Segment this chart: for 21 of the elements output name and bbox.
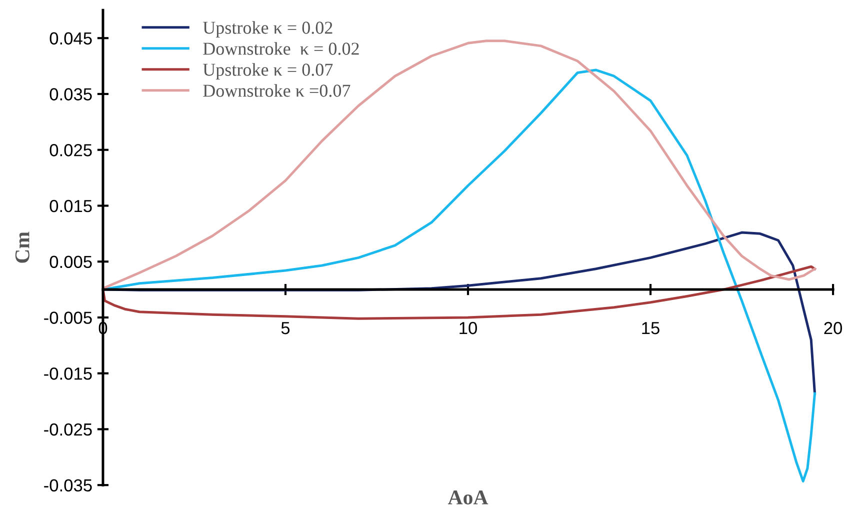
y-tick-label: -0.025: [44, 423, 92, 436]
y-tick-label: -0.015: [44, 368, 92, 380]
y-axis-title: Cm: [15, 232, 30, 263]
x-axis-title: AoA: [448, 490, 488, 504]
y-tick-label: 0.005: [50, 256, 92, 268]
y-tick-label: 0.035: [50, 88, 92, 100]
legend-label: Upstroke κ = 0.07: [202, 63, 333, 80]
legend-label: Downstroke κ = 0.02: [203, 42, 359, 55]
y-tick-label: -0.005: [44, 312, 92, 324]
line-series: [102, 265, 816, 320]
legend-label: Downstroke κ =0.07: [203, 84, 350, 97]
y-tick-label: -0.035: [44, 479, 92, 492]
x-tick-label: 20: [824, 322, 842, 334]
y-tick-label: 0.025: [50, 144, 92, 156]
x-tick-label: 10: [460, 322, 477, 334]
legend-label: Upstroke κ = 0.02: [202, 21, 332, 38]
y-tick-label: 0.045: [50, 32, 92, 45]
line-series: [102, 40, 816, 290]
x-tick-label: 5: [281, 322, 290, 334]
y-tick-label: 0.015: [50, 200, 92, 212]
x-tick-label: 15: [642, 322, 660, 334]
